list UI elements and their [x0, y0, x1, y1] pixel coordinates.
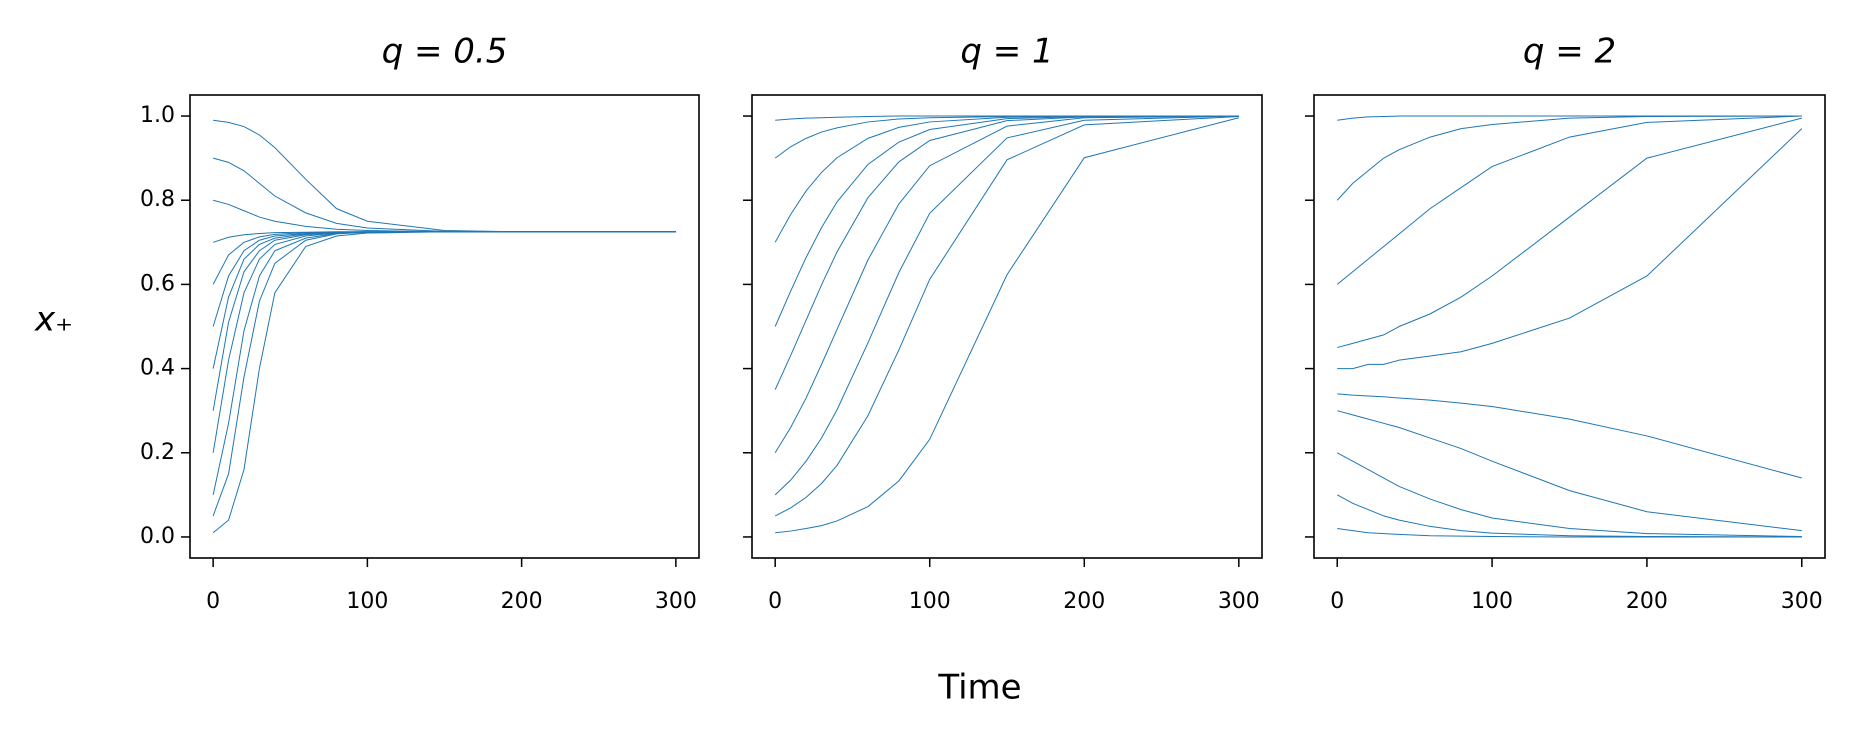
trajectory	[774, 115, 1239, 454]
x-tick-label: 300	[1218, 589, 1260, 614]
panel-title: q = 0.5	[382, 32, 508, 72]
trajectory	[774, 115, 1239, 496]
x-tick-label: 100	[1471, 589, 1513, 614]
x-tick-label: 100	[346, 589, 388, 614]
trajectory	[1337, 528, 1802, 538]
x-tick-label: 0	[768, 589, 782, 614]
trajectory	[1337, 393, 1802, 479]
trajectory	[774, 115, 1239, 390]
y-tick-label: 1.0	[140, 103, 175, 128]
trajectory	[1337, 115, 1802, 121]
trajectory	[213, 157, 676, 233]
x-tick-label: 300	[1781, 589, 1823, 614]
x-tick-label: 200	[1626, 589, 1668, 614]
y-axis-label: x₊	[34, 300, 73, 340]
trajectory	[1337, 117, 1802, 349]
panel-title: q = 2	[1523, 32, 1616, 72]
axes-frame	[1313, 94, 1826, 559]
x-tick-label: 0	[206, 589, 220, 614]
trajectory	[212, 231, 676, 369]
trajectory	[212, 231, 676, 327]
y-tick-label: 0.8	[140, 187, 175, 212]
trajectory	[1336, 115, 1802, 285]
x-axis-label: Time	[937, 668, 1021, 708]
y-tick-label: 0.2	[140, 440, 175, 465]
trajectory	[774, 115, 1239, 327]
x-tick-label: 200	[501, 589, 543, 614]
panel-title: q = 1	[960, 32, 1053, 72]
trajectory	[212, 231, 676, 453]
trajectory	[1337, 128, 1803, 370]
trajectory	[1336, 452, 1802, 538]
trajectory	[1337, 410, 1802, 532]
y-tick-label: 0.6	[140, 271, 175, 296]
x-tick-label: 100	[909, 589, 951, 614]
x-tick-label: 300	[655, 589, 697, 614]
trajectory	[213, 199, 676, 233]
trajectory	[775, 115, 1239, 121]
trajectory	[774, 115, 1239, 517]
trajectory	[1336, 115, 1802, 201]
axes-frame	[189, 94, 700, 559]
trajectory	[212, 231, 676, 495]
trajectory	[213, 119, 676, 233]
y-tick-label: 0.0	[140, 524, 175, 549]
trajectory	[1336, 494, 1802, 538]
axes-frame	[751, 94, 1263, 559]
trajectory	[774, 115, 1239, 159]
x-tick-label: 0	[1330, 589, 1344, 614]
trajectory	[774, 115, 1239, 243]
trajectory	[212, 231, 676, 534]
trajectory	[212, 231, 676, 411]
x-tick-label: 200	[1063, 589, 1105, 614]
trajectory	[212, 231, 676, 517]
y-tick-label: 0.4	[140, 356, 175, 381]
trajectory	[775, 117, 1239, 534]
